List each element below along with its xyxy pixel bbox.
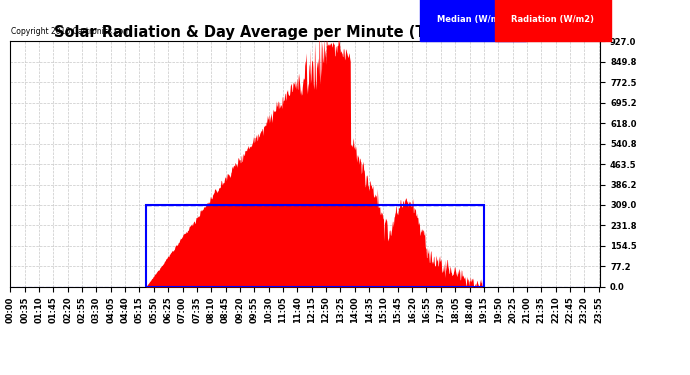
Text: Copyright 2016 Cartronics.com: Copyright 2016 Cartronics.com xyxy=(11,27,130,36)
Title: Solar Radiation & Day Average per Minute (Today) 20160513: Solar Radiation & Day Average per Minute… xyxy=(55,25,556,40)
Bar xyxy=(146,205,484,287)
Legend: Median (W/m2), Radiation (W/m2): Median (W/m2), Radiation (W/m2) xyxy=(433,13,596,26)
